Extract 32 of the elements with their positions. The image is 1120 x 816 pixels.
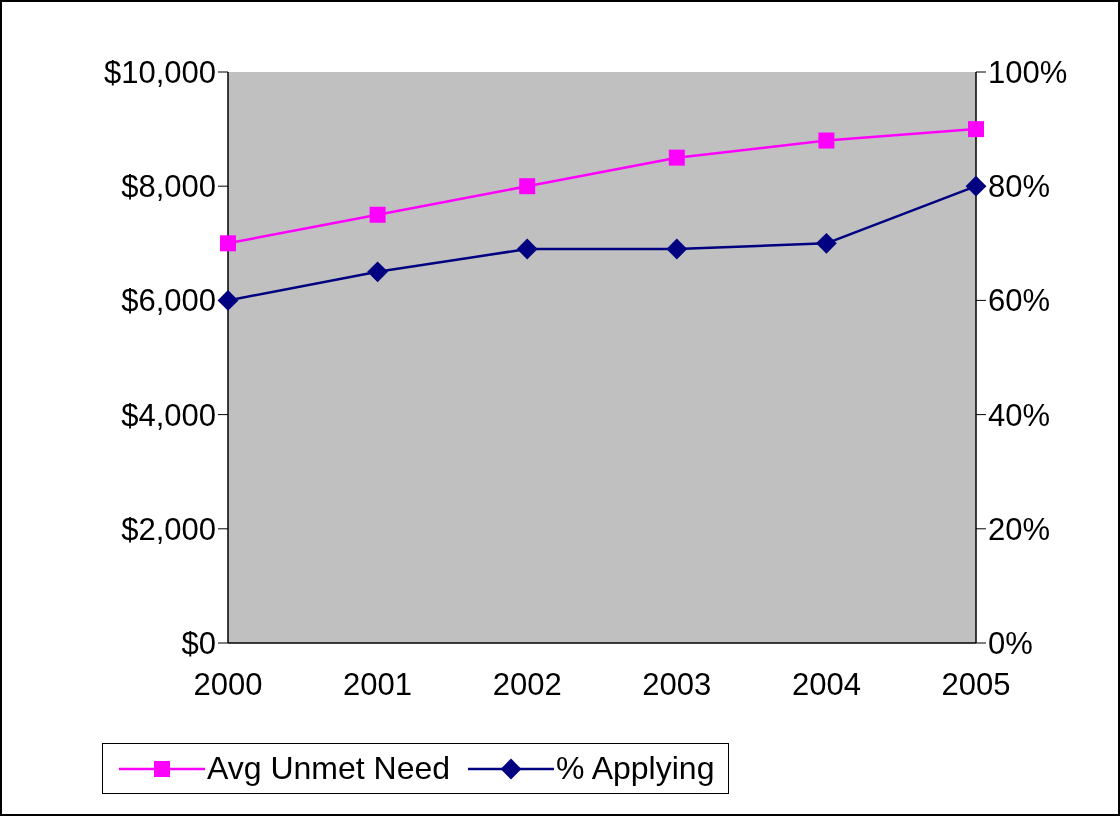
point: [516, 238, 538, 260]
y2-tick-label: 20%: [988, 511, 1051, 547]
legend-label: Avg Unmet Need: [207, 750, 451, 787]
y2-tick-label: 0%: [988, 626, 1033, 662]
y2-tick-label: 40%: [988, 397, 1051, 433]
x-tick-label: 2005: [941, 667, 1011, 703]
y-tick-label: $10,000: [103, 55, 216, 90]
x-tick-label: 2004: [791, 667, 861, 703]
point: [220, 235, 236, 252]
point: [668, 149, 685, 166]
x-tick-label: 2003: [642, 667, 712, 703]
legend-label: % Applying: [556, 750, 715, 787]
point: [666, 238, 688, 260]
y-tick-label: $0: [181, 626, 216, 662]
point: [217, 290, 239, 311]
point: [965, 175, 987, 197]
y2-tick-label: 100%: [988, 55, 1068, 90]
point: [968, 121, 984, 138]
y-tick-label: $6,000: [121, 283, 216, 319]
point: [818, 132, 835, 149]
x-tick-label: 2001: [343, 667, 413, 703]
point: [369, 206, 386, 223]
point: [367, 261, 388, 283]
x-tick-label: 2002: [492, 667, 562, 703]
y-tick-label: $8,000: [121, 169, 216, 205]
y2-tick-label: 60%: [988, 283, 1051, 319]
y2-tick-label: 80%: [988, 169, 1051, 205]
point: [519, 178, 536, 195]
x-tick-label: 2000: [193, 667, 263, 703]
y-tick-label: $2,000: [121, 511, 216, 547]
point: [816, 232, 837, 254]
y-tick-label: $4,000: [121, 397, 216, 433]
